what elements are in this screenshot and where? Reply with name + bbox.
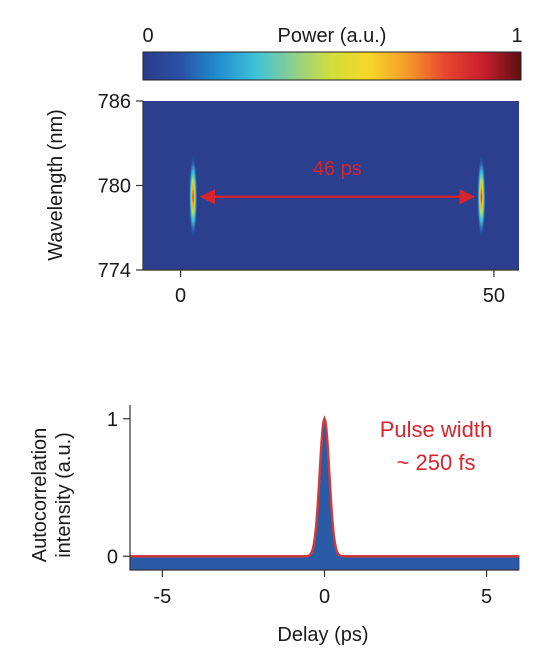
ac-fit-line: [130, 415, 519, 558]
heatmap-ylabel: Wavelength (nm): [45, 109, 67, 261]
pulse-width-value: ~ 250 fs: [397, 450, 476, 475]
ac-ylabel-line1: Autocorrelation: [29, 428, 51, 563]
pulse-spot-1: [188, 152, 198, 241]
colorbar-max-label: 1: [511, 25, 522, 47]
ac-ytick-label-0: 0: [107, 546, 118, 568]
heatmap-background: [143, 101, 519, 270]
pulse-spot-2: [476, 152, 486, 241]
colorbar-min-label: 0: [142, 25, 153, 47]
heatmap-x-axis: 0 50: [143, 269, 519, 307]
colorbar-title: Power (a.u.): [278, 25, 387, 47]
heatmap-ytick-label-780: 780: [98, 176, 131, 198]
pulse-width-label: Pulse width: [380, 417, 493, 442]
ac-xtick-label-5: 5: [481, 586, 492, 608]
heatmap-y-axis: 786 780 774: [98, 91, 144, 282]
ac-xtick-label-0: 0: [319, 586, 330, 608]
ac-xlabel: Delay (ps): [277, 624, 368, 646]
heatmap-ytick-label-786: 786: [98, 91, 131, 113]
ac-ylabel-line2: intensity (a.u.): [53, 432, 75, 558]
heatmap-xtick-label-0: 0: [175, 285, 186, 307]
heatmap-pulses: [188, 152, 486, 241]
heatmap-panel: Wavelength (nm) 46 ps 786 780 774 0 50: [45, 91, 519, 307]
ac-ytick-label-1: 1: [107, 409, 118, 431]
ac-x-axis: -5 0 5: [130, 569, 519, 608]
colorbar-strip: [142, 51, 522, 81]
heatmap-ytick-label-774: 774: [98, 260, 131, 282]
colorbar: 0 Power (a.u.) 1: [142, 25, 523, 81]
ac-y-axis: 01: [107, 405, 131, 570]
ac-xtick-label--5: -5: [154, 586, 172, 608]
pulse-separation-label: 46 ps: [313, 158, 362, 180]
heatmap-xtick-label-50: 50: [483, 285, 505, 307]
autocorrelation-panel: Autocorrelation intensity (a.u.) Pulse w…: [29, 405, 520, 646]
